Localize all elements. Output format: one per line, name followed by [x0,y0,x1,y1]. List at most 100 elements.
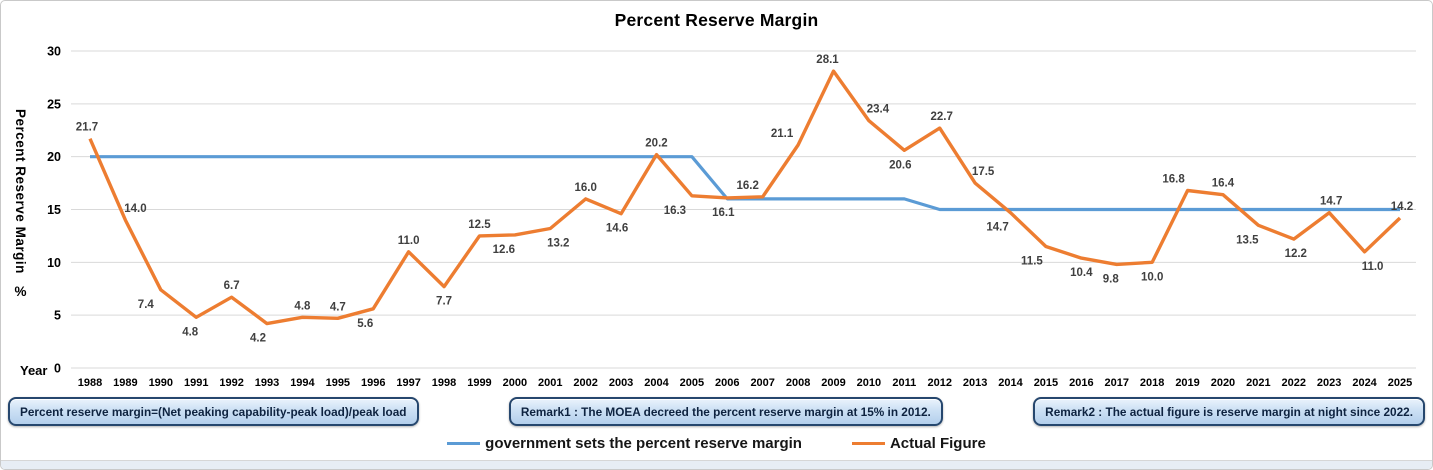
data-label: 16.2 [736,180,758,192]
x-tick-label: 2016 [1069,377,1093,389]
orange-line-swatch [851,441,885,446]
data-label: 28.1 [816,54,839,66]
data-label: 4.8 [294,300,311,312]
x-tick-label: 2019 [1175,377,1199,389]
data-label: 14.6 [606,223,628,235]
remark2-box: Remark2 : The actual figure is reserve m… [1033,397,1425,426]
x-tick-label: 1998 [432,377,456,389]
data-label: 16.3 [664,205,686,217]
x-tick-label: 2021 [1246,377,1270,389]
y-tick-label: 15 [47,203,61,217]
x-tick-label: 2000 [503,377,527,389]
data-label: 12.2 [1285,248,1307,260]
data-label: 11.0 [398,235,420,247]
x-tick-label: 2011 [892,377,916,389]
data-label: 10.4 [1070,267,1093,279]
data-label: 16.4 [1212,178,1235,190]
y-tick-label: 25 [47,97,61,111]
x-tick-label: 2012 [927,377,951,389]
x-tick-label: 1993 [255,377,279,389]
x-tick-label: 2009 [821,377,845,389]
x-tick-label: 2001 [538,377,562,389]
x-tick-label: 2004 [644,377,669,389]
y-tick-label: 10 [47,256,61,270]
x-tick-label: 1997 [396,377,420,389]
x-tick-label: 2013 [963,377,987,389]
legend-item-government: government sets the percent reserve marg… [447,435,802,452]
x-tick-label: 2008 [786,377,810,389]
formula-note-box: Percent reserve margin=(Net peaking capa… [8,397,419,426]
x-tick-label: 2017 [1105,377,1129,389]
y-axis-unit: % [14,283,27,299]
data-label: 14.7 [1320,196,1342,208]
data-label: 21.7 [76,122,98,134]
data-label: 5.6 [357,318,373,330]
data-label: 11.5 [1021,255,1043,267]
data-label: 21.1 [771,128,794,140]
data-label: 12.5 [468,219,491,231]
x-tick-label: 1992 [219,377,243,389]
y-axis-title-text: Percent Reserve Margin [13,109,28,274]
x-tick-label: 2020 [1211,377,1235,389]
x-tick-label: 1989 [113,377,137,389]
x-tick-label: 2007 [750,377,774,389]
data-label: 4.2 [250,333,266,345]
data-label: 4.8 [182,326,199,338]
data-label: 20.6 [889,159,911,171]
data-label: 12.6 [493,244,515,256]
data-label: 16.1 [712,207,735,219]
data-label: 22.7 [931,111,953,123]
data-label: 13.2 [547,238,569,250]
x-tick-label: 1999 [467,377,491,389]
x-tick-label: 2003 [609,377,633,389]
x-tick-label: 2023 [1317,377,1341,389]
data-label: 16.0 [574,182,596,194]
data-label: 20.2 [645,138,667,150]
y-tick-label: 0 [54,362,61,376]
x-tick-label: 2002 [573,377,597,389]
legend-label-actual: Actual Figure [889,435,986,452]
data-label: 6.7 [224,280,240,292]
data-label: 11.0 [1362,261,1384,273]
x-tick-label: 1994 [290,377,315,389]
data-label: 4.7 [330,301,346,313]
x-tick-label: 2022 [1282,377,1306,389]
data-label: 9.8 [1103,273,1120,285]
data-label: 7.7 [436,296,452,308]
chart-legend: government sets the percent reserve marg… [1,435,1432,452]
x-tick-label: 2015 [1034,377,1058,389]
y-tick-label: 30 [47,45,61,59]
data-label: 16.8 [1162,173,1185,185]
data-label: 23.4 [867,104,890,116]
data-label: 14.2 [1391,201,1413,213]
x-tick-label: 1991 [184,377,208,389]
actual-figure-line [88,69,1402,326]
data-label: 13.5 [1236,234,1259,246]
y-tick-label: 5 [54,309,61,323]
x-tick-label: 2005 [680,377,704,389]
x-tick-label: 1990 [149,377,173,389]
data-label: 14.7 [986,222,1008,234]
data-label: 7.4 [138,299,155,311]
y-axis-title: Percent Reserve Margin % [13,109,28,299]
data-label: 10.0 [1141,271,1163,283]
data-label: 14.0 [124,203,146,215]
legend-label-government: government sets the percent reserve marg… [485,435,802,452]
x-tick-label: 2010 [857,377,881,389]
remarks-row: Percent reserve margin=(Net peaking capa… [8,397,1425,426]
window-bottom-strip [1,460,1432,469]
x-tick-label: 1988 [78,377,102,389]
data-label: 17.5 [972,166,995,178]
x-tick-label: 1995 [326,377,350,389]
x-tick-label: 2024 [1352,377,1377,389]
legend-item-actual: Actual Figure [851,435,986,452]
x-tick-label: 2025 [1388,377,1412,389]
x-tick-label: 2018 [1140,377,1164,389]
remark1-box: Remark1 : The MOEA decreed the percent r… [508,397,943,426]
y-tick-label: 20 [47,150,61,164]
x-axis-title: Year [20,363,48,378]
x-tick-label: 2006 [715,377,739,389]
blue-line-swatch [447,441,481,446]
